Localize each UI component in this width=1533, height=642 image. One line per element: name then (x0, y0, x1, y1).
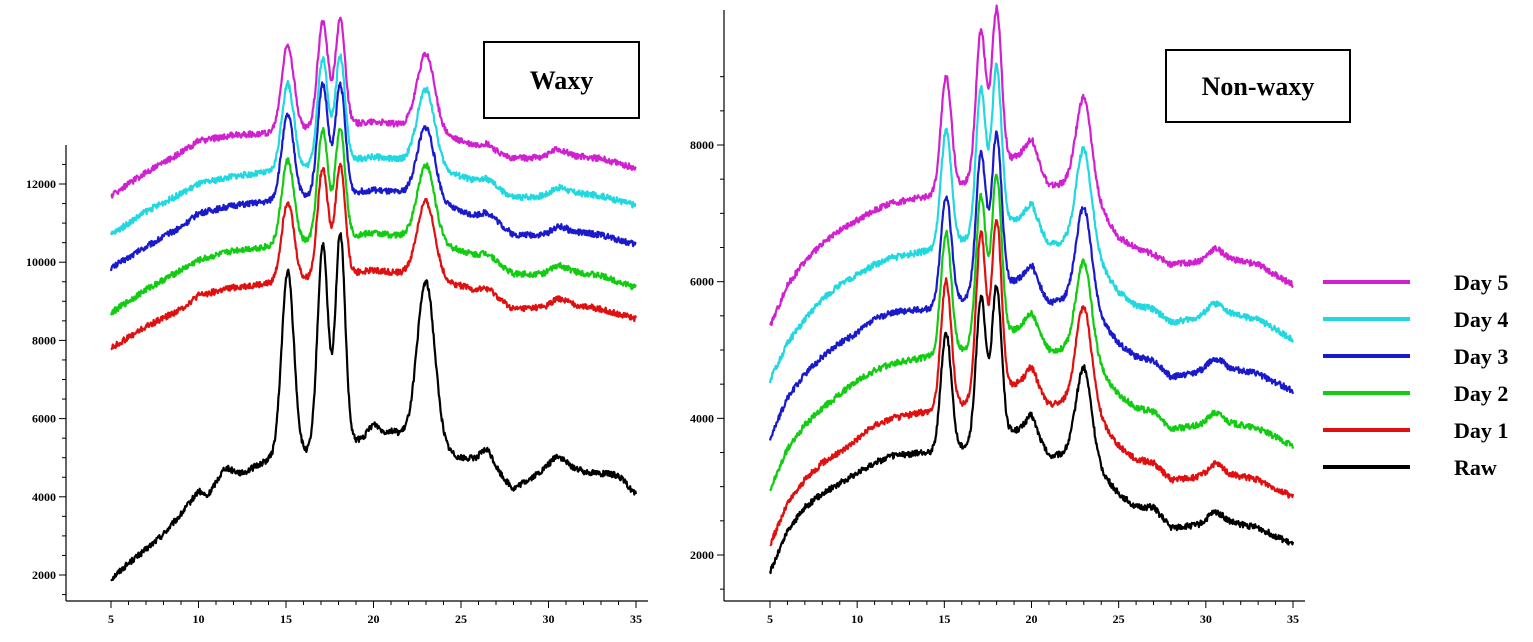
series-line-day-4 (109, 53, 637, 236)
non-waxy-chart: 5 10 15 20 25 30 35 2000 4000 6000 8000 Non-waxy (690, 4, 1351, 626)
waxy-title: Waxy (530, 66, 594, 95)
x-tick-label: 20 (1026, 612, 1038, 626)
waxy-chart: 5 10 15 20 25 30 3520004000600080001000012000 … (26, 16, 648, 626)
legend-label: Day 3 (1454, 344, 1508, 369)
series-line-day-2 (769, 173, 1295, 492)
x-tick-label: 10 (193, 612, 205, 626)
x-tick-label: 5 (767, 612, 773, 626)
x-tick-label: 25 (455, 612, 467, 626)
x-tick-label: 30 (543, 612, 555, 626)
x-tick-label: 25 (1113, 612, 1125, 626)
y-tick-label: 2000 (690, 548, 714, 562)
non-waxy-title-box: Non-waxy (1165, 49, 1351, 123)
legend-label: Day 5 (1454, 270, 1508, 295)
x-tick-label: 15 (280, 612, 292, 626)
series-line-day-1 (110, 162, 638, 351)
x-tick-label: 30 (1200, 612, 1212, 626)
y-tick-label: 2000 (32, 568, 56, 582)
x-tick-label: 10 (851, 612, 863, 626)
series-line-day-5 (769, 4, 1294, 326)
series-line-day-3 (109, 81, 637, 272)
legend-label: Day 1 (1454, 418, 1508, 443)
y-tick-label: 6000 (690, 275, 714, 289)
y-tick-label: 12000 (26, 177, 56, 191)
y-tick-label: 8000 (32, 333, 56, 347)
y-tick-label: 4000 (690, 411, 714, 425)
x-tick-label: 15 (938, 612, 950, 626)
y-tick-label: 10000 (26, 255, 56, 269)
series-line-day-3 (768, 130, 1295, 441)
series-line-day-4 (768, 62, 1295, 384)
non-waxy-series-group (768, 4, 1295, 575)
series-line-day-1 (769, 219, 1295, 547)
waxy-title-box: Waxy (483, 41, 640, 119)
legend-label: Raw (1454, 455, 1497, 480)
x-tick-label: 20 (368, 612, 380, 626)
y-tick-label: 4000 (32, 490, 56, 504)
legend-label: Day 4 (1454, 307, 1508, 332)
non-waxy-title: Non-waxy (1202, 72, 1315, 101)
waxy-axes: 5 10 15 20 25 30 35 2000 4000 6000 8000 10000 12000 (26, 145, 648, 626)
series-line-raw (768, 284, 1295, 575)
non-waxy-axes: 5 10 15 20 25 30 35 2000 4000 6000 8000 (690, 10, 1305, 626)
series-line-raw (110, 232, 638, 582)
legend-label: Day 2 (1454, 381, 1508, 406)
waxy-series-group (109, 16, 638, 582)
y-tick-label: 8000 (690, 138, 714, 152)
series-line-day-5 (110, 16, 637, 199)
non-waxy-title-frame (1165, 49, 1351, 123)
y-tick-label: 6000 (32, 412, 56, 426)
series-line-day-2 (109, 126, 637, 316)
x-tick-label: 35 (630, 612, 642, 626)
x-tick-label: 5 (108, 612, 114, 626)
x-tick-label: 35 (1287, 612, 1299, 626)
legend: Day 5 Day 4 Day 3 Day 2 Day 1 Raw (1323, 270, 1508, 480)
waxy-title-frame (483, 41, 640, 119)
